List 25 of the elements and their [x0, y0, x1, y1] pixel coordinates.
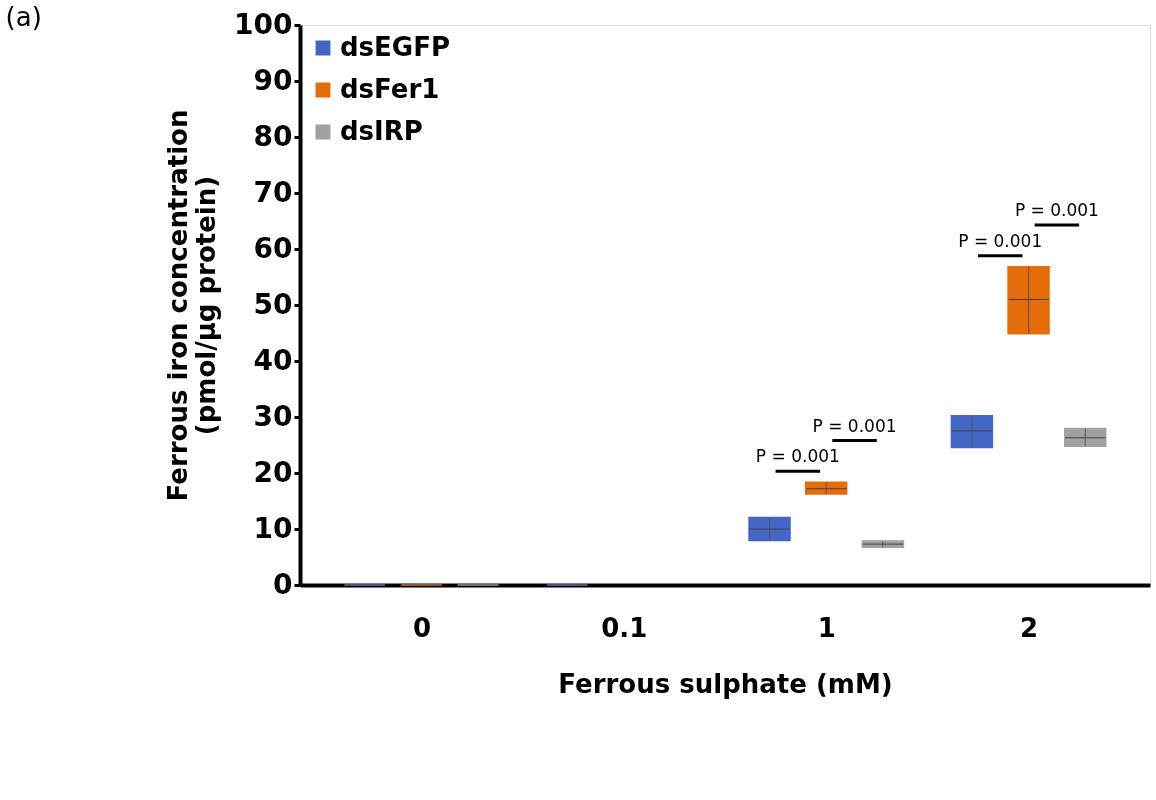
y-axis-title: Ferrous iron concentration (pmol/µg protein) [163, 109, 222, 502]
y-tick-label: 10 [253, 511, 293, 545]
annotation: P = 0.001 [755, 446, 840, 467]
annotation: P = 0.001 [1014, 199, 1099, 220]
y-tick-label: 90 [253, 63, 293, 97]
y-tick-label: 50 [253, 287, 293, 321]
legend-label: dsIRP [340, 116, 423, 146]
x-tick-label: 0.1 [601, 612, 648, 643]
y-tick-label: 40 [253, 343, 293, 377]
legend-label: dsFer1 [340, 74, 440, 104]
y-tick-label: 70 [253, 175, 293, 209]
annotation: P = 0.001 [958, 230, 1043, 251]
y-tick-label: 0 [273, 567, 293, 601]
x-tick-label: 2 [1020, 612, 1039, 643]
annotation: P = 0.001 [812, 415, 897, 436]
y-tick-label: 60 [253, 231, 293, 265]
y-tick-label: 80 [253, 119, 293, 153]
legend-label: dsEGFP [340, 32, 451, 62]
x-tick-label: 0 [412, 612, 431, 643]
y-tick-label: 100 [234, 7, 293, 41]
x-tick-label: 1 [817, 612, 836, 643]
x-axis-title: Ferrous sulphate (mM) [558, 668, 893, 699]
text: (a) [5, 2, 42, 32]
y-tick-label: 20 [253, 455, 293, 489]
y-tick-label: 30 [253, 399, 293, 433]
